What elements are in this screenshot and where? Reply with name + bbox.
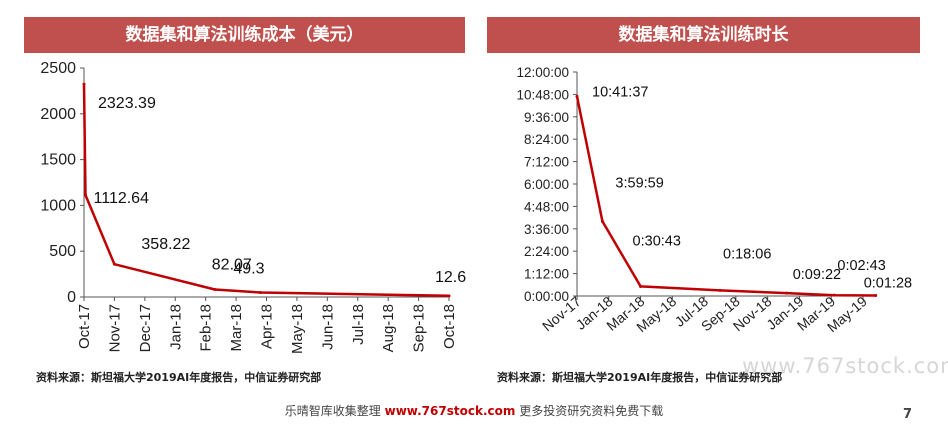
x-tick-label: Apr-18 <box>259 304 276 349</box>
data-point <box>213 287 217 291</box>
training-cost-chart: 0 500 1000 1500 2000 2500 Oct-17 Nov-17 Dec-17 Ja… <box>40 60 466 354</box>
data-label: 0:18:06 <box>723 246 771 262</box>
data-point <box>447 294 451 298</box>
data-point <box>832 293 836 297</box>
x-tick-label: Jul-18 <box>350 304 367 345</box>
data-label: 358.22 <box>141 236 190 253</box>
watermark: www.767stock.com <box>742 354 948 378</box>
data-point <box>600 219 604 223</box>
x-tick-label: May-18 <box>289 304 306 354</box>
series-line <box>575 96 876 297</box>
data-label: 1112.64 <box>94 190 150 207</box>
data-point <box>718 288 722 292</box>
training-time-chart: 0:00:00 1:12:00 2:24:00 3:36:00 4:48:00 6:00:… <box>516 65 912 335</box>
y-tick-label: 3:36:00 <box>524 222 569 237</box>
data-point <box>258 290 262 294</box>
footer: 乐晴智库收集整理 www.767stock.com 更多投资研究资料免费下载 <box>0 402 948 419</box>
data-point <box>575 94 579 98</box>
x-tick-label: Mar-18 <box>228 304 245 352</box>
footer-prefix: 乐晴智库收集整理 <box>284 404 381 418</box>
x-tick-label: Sep-18 <box>411 304 428 352</box>
y-tick-label: 2000 <box>40 106 76 123</box>
y-tick-label: 9:36:00 <box>524 110 569 125</box>
y-tick-label: 4:48:00 <box>524 199 569 214</box>
data-label: 49.3 <box>233 260 264 277</box>
y-tick-label: 1000 <box>40 197 76 214</box>
y-tick-label: 10:48:00 <box>516 87 569 102</box>
data-point <box>82 82 86 86</box>
data-label: 0:30:43 <box>633 233 681 249</box>
y-tick-label: 1500 <box>40 152 76 169</box>
data-point <box>874 294 878 298</box>
y-tick-label: 2500 <box>40 60 76 77</box>
y-tick-label: 2:24:00 <box>524 244 569 259</box>
right-source-note: 资料来源：斯坦福大学2019AI年度报告，中信证券研究部 <box>497 371 783 384</box>
y-tick-label: 12:00:00 <box>516 65 569 80</box>
y-tick-label: 8:24:00 <box>524 132 569 147</box>
data-label: 2323.39 <box>98 95 156 112</box>
y-tick-label: 500 <box>49 243 76 260</box>
data-point <box>639 284 643 288</box>
x-tick-label: Oct-17 <box>76 304 93 349</box>
x-tick-label: Oct-18 <box>441 304 458 349</box>
data-label: 3:59:59 <box>615 175 663 191</box>
x-tick-label: Nov-17 <box>106 304 123 352</box>
y-tick-label: 6:00:00 <box>524 177 569 192</box>
data-label: 82.07 <box>212 256 252 273</box>
x-tick-label: Feb-18 <box>198 304 215 352</box>
left-source-note: 资料来源：斯坦福大学2019AI年度报告，中信证券研究部 <box>36 371 322 384</box>
y-tick-label: 0:00:00 <box>524 289 569 304</box>
data-label: 0:01:28 <box>864 276 912 292</box>
footer-suffix: 更多投资研究资料免费下载 <box>519 404 664 418</box>
y-tick-label: 7:12:00 <box>524 155 569 170</box>
data-point <box>785 291 789 295</box>
page-number: 7 <box>902 407 912 422</box>
y-tick-label: 1:12:00 <box>524 267 569 282</box>
x-tick-label: Jan-18 <box>167 304 184 350</box>
y-tick-label: 0 <box>67 289 76 306</box>
data-point <box>84 193 88 197</box>
data-label: 0:09:22 <box>793 267 841 283</box>
data-label: 10:41:37 <box>592 84 648 100</box>
x-tick-label: Dec-17 <box>137 304 154 352</box>
left-chart-title: 数据集和算法训练成本（美元） <box>24 17 465 53</box>
x-tick-label: Jun-18 <box>319 304 336 350</box>
series-line <box>82 84 450 298</box>
data-label: 12.6 <box>435 269 466 286</box>
footer-site-link[interactable]: www.767stock.com <box>384 404 516 418</box>
x-tick-label: Aug-18 <box>380 304 397 352</box>
data-point <box>112 262 116 266</box>
data-label: 0:02:43 <box>837 258 885 274</box>
right-chart-title: 数据集和算法训练时长 <box>487 17 920 53</box>
